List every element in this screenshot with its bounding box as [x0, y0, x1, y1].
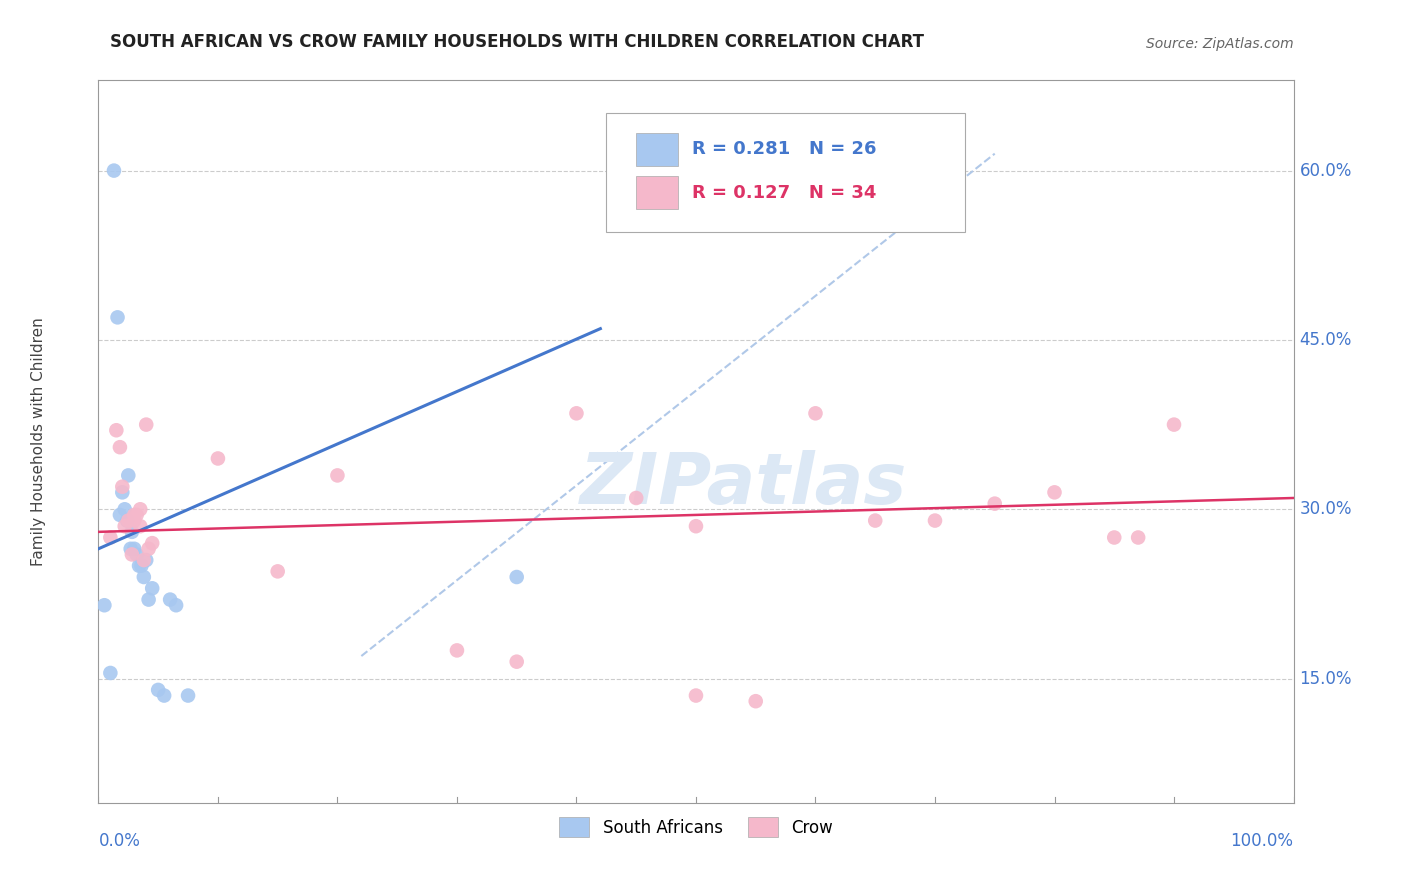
Point: [108, 508, 131, 522]
Text: Source: ZipAtlas.com: Source: ZipAtlas.com: [1146, 37, 1294, 52]
Point: [121, 548, 143, 562]
Point: [685, 169, 707, 184]
Point: [108, 440, 131, 454]
Text: 0.0%: 0.0%: [98, 831, 141, 850]
FancyBboxPatch shape: [606, 112, 965, 232]
Text: 15.0%: 15.0%: [1299, 670, 1353, 688]
Point: [125, 548, 148, 562]
Point: [148, 682, 170, 697]
Text: 60.0%: 60.0%: [1299, 161, 1353, 179]
Point: [1163, 417, 1185, 432]
Point: [124, 514, 146, 528]
Legend: South Africans, Crow: South Africans, Crow: [551, 809, 841, 845]
Bar: [637, 133, 678, 166]
Point: [111, 485, 134, 500]
Point: [132, 570, 155, 584]
Point: [135, 553, 157, 567]
Point: [924, 514, 946, 528]
Point: [114, 502, 136, 516]
Text: 45.0%: 45.0%: [1299, 331, 1353, 349]
Point: [177, 689, 200, 703]
Point: [141, 536, 163, 550]
Point: [128, 558, 150, 573]
Point: [105, 423, 128, 437]
Point: [685, 689, 707, 703]
Text: SOUTH AFRICAN VS CROW FAMILY HOUSEHOLDS WITH CHILDREN CORRELATION CHART: SOUTH AFRICAN VS CROW FAMILY HOUSEHOLDS …: [111, 33, 924, 52]
Point: [124, 541, 146, 556]
Point: [506, 570, 529, 584]
Point: [141, 582, 163, 596]
Point: [138, 592, 160, 607]
Bar: [637, 177, 678, 209]
Point: [120, 541, 142, 556]
Point: [565, 406, 588, 420]
Point: [117, 514, 139, 528]
Point: [129, 502, 152, 516]
Point: [121, 524, 143, 539]
Point: [1128, 531, 1150, 545]
Point: [159, 592, 181, 607]
Point: [93, 599, 115, 613]
Point: [804, 406, 827, 420]
Text: 100.0%: 100.0%: [1230, 831, 1294, 850]
Point: [207, 451, 229, 466]
Text: R = 0.281   N = 26: R = 0.281 N = 26: [692, 140, 877, 158]
Point: [685, 519, 707, 533]
Point: [103, 163, 125, 178]
Point: [111, 480, 134, 494]
Point: [1104, 531, 1126, 545]
Point: [135, 417, 157, 432]
Point: [326, 468, 349, 483]
Point: [114, 519, 136, 533]
Point: [132, 553, 155, 567]
Point: [165, 599, 187, 613]
Point: [131, 558, 153, 573]
Point: [865, 514, 887, 528]
Point: [98, 531, 122, 545]
Point: [98, 665, 122, 680]
Text: ZIPatlas: ZIPatlas: [581, 450, 907, 519]
Point: [117, 468, 139, 483]
Point: [125, 508, 148, 522]
Text: Family Households with Children: Family Households with Children: [31, 318, 46, 566]
Point: [626, 491, 648, 505]
Point: [506, 655, 529, 669]
Point: [115, 514, 138, 528]
Point: [267, 565, 290, 579]
Point: [984, 497, 1007, 511]
Point: [745, 694, 768, 708]
Point: [138, 541, 160, 556]
Text: 30.0%: 30.0%: [1299, 500, 1353, 518]
Point: [107, 310, 129, 325]
Point: [1043, 485, 1066, 500]
Point: [124, 508, 146, 522]
Point: [153, 689, 176, 703]
Point: [446, 643, 468, 657]
Point: [129, 519, 152, 533]
Text: R = 0.127   N = 34: R = 0.127 N = 34: [692, 184, 877, 202]
